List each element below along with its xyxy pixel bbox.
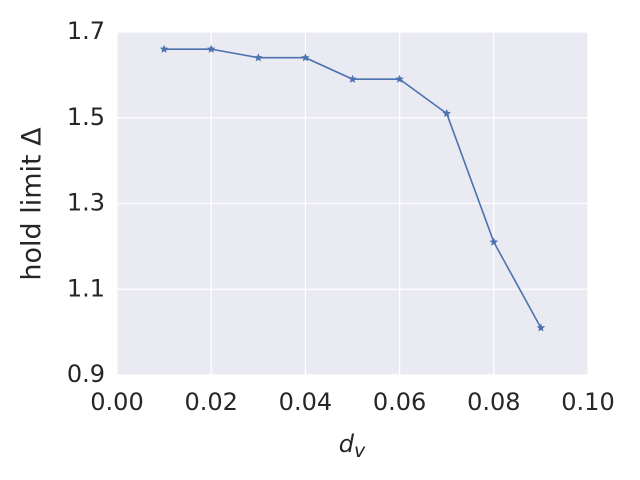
y-tick-label: 0.9 — [67, 360, 105, 388]
y-tick-label: 1.5 — [67, 103, 105, 131]
marker — [348, 74, 357, 83]
x-tick-label: 0.10 — [561, 388, 614, 416]
x-axis-label: dv — [339, 430, 366, 462]
marker — [206, 44, 216, 53]
marker — [395, 74, 404, 83]
x-tick-label: 0.06 — [373, 388, 426, 416]
marker — [254, 53, 263, 62]
x-tick-label: 0.00 — [90, 388, 143, 416]
marker — [442, 109, 451, 118]
marker — [489, 237, 499, 246]
marker — [159, 44, 169, 53]
x-tick-label: 0.02 — [184, 388, 237, 416]
x-tick-label: 0.04 — [279, 388, 332, 416]
marker — [301, 53, 310, 62]
x-tick-label: 0.08 — [467, 388, 520, 416]
marker — [536, 323, 546, 332]
y-tick-label: 1.1 — [67, 274, 105, 302]
y-axis-label: hold limit Δ — [17, 127, 48, 281]
y-tick-label: 1.7 — [67, 17, 105, 45]
y-tick-label: 1.3 — [67, 189, 105, 217]
